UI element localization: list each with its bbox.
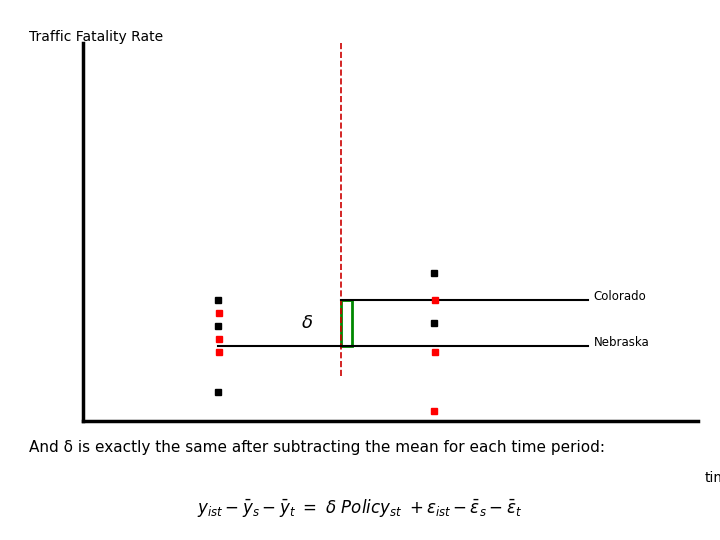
Text: Traffic Fatality Rate: Traffic Fatality Rate bbox=[29, 30, 163, 44]
Text: Nebraska: Nebraska bbox=[594, 336, 649, 349]
Text: And δ is exactly the same after subtracting the mean for each time period:: And δ is exactly the same after subtract… bbox=[29, 440, 605, 455]
Text: $y_{ist} - \bar{y}_s - \bar{y}_t\ =\ $$\delta\ Policy_{st}$$\ +\varepsilon_{ist}: $y_{ist} - \bar{y}_s - \bar{y}_t\ =\ $$\… bbox=[197, 497, 523, 518]
Text: δ: δ bbox=[302, 314, 313, 332]
Text: time: time bbox=[705, 471, 720, 485]
Bar bbox=[341, 300, 352, 346]
Text: Colorado: Colorado bbox=[594, 290, 647, 303]
